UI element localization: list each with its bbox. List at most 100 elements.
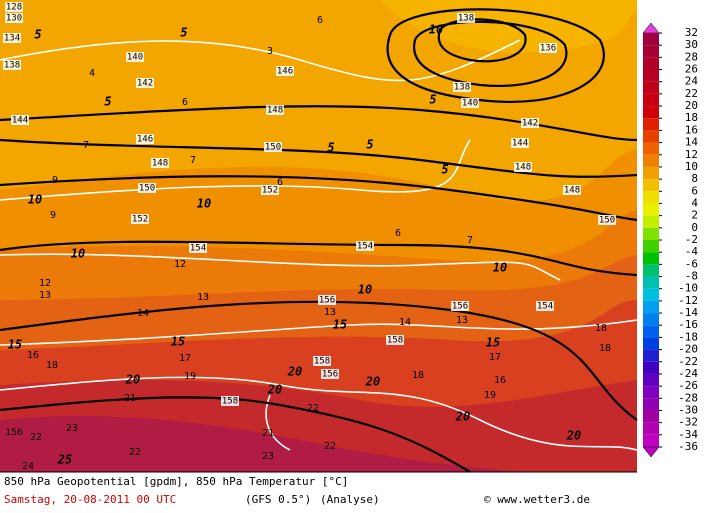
temperature-value: 17 [489,352,501,363]
isotherm-label: 10 [197,197,211,211]
colorbar-swatch [643,398,659,411]
colorbar-label: -8 [685,270,698,283]
colorbar-swatch [643,240,659,253]
colorbar-label: -36 [678,440,698,453]
isotherm-label: 10 [493,261,507,275]
colorbar-swatch [643,288,659,301]
temperature-value: 24 [22,461,34,472]
temperature-value: 18 [412,370,424,381]
temperature-value: 19 [184,371,196,382]
geopotential-label-box [131,214,149,224]
colorbar-bottom [642,446,660,458]
temperature-value: 9 [50,210,56,221]
colorbar-label: -18 [678,330,698,343]
geopotential-label: 152 [132,215,148,225]
geopotential-label-box [511,138,529,148]
geopotential-label: 152 [262,186,278,196]
geopotential-label: 140 [127,53,143,63]
map-background [0,0,637,472]
temperature-value: 16 [494,375,506,386]
colorbar-label: 8 [691,172,698,185]
geopotential-label: 130 [6,14,22,24]
colorbar-label: 18 [685,111,698,124]
geopotential-label: 146 [137,135,153,145]
geopotential-label-box [276,66,294,76]
temperature-value: 13 [456,315,468,326]
colorbar-swatch [643,313,659,326]
isotherm-label: 20 [267,383,282,397]
colorbar-swatch [643,227,659,240]
colorbar-swatch [643,276,659,289]
isotherm-label: 15 [171,335,185,349]
colorbar-swatch [643,154,659,167]
colorbar-swatch [643,191,659,204]
geopotential-label: 142 [137,79,153,89]
colorbar-swatch [643,422,659,435]
geopotential-label: 156 [319,296,335,306]
geopotential-label-box [536,301,554,311]
colorbar-top [642,22,660,34]
colorbar-label: 26 [685,63,698,76]
temperature-value: 7 [83,140,89,151]
colorbar-label: -24 [678,367,698,380]
colorbar-label: -22 [678,355,698,368]
geopotential-label-box [189,243,207,253]
geopotential-label-box [261,185,279,195]
geopotential-label: 156 [452,302,468,312]
geopotential-label: 136 [540,44,556,54]
isotherm-label: 10 [358,283,372,297]
isotherm-label: 20 [365,375,380,389]
colorbar-swatch [643,106,659,119]
geopotential-label: 148 [267,106,283,116]
isotherm-label: 20 [455,410,470,424]
geopotential-label-box [11,115,29,125]
temperature-value: 16 [27,350,39,361]
geopotential-label-box [126,52,144,62]
geopotential-label: 154 [357,242,373,252]
colorbar-label: -34 [678,428,698,441]
temperature-value: 18 [595,323,607,334]
colorbar-swatch [643,373,659,387]
geopotential-label-box [321,369,339,379]
geopotential-label-box [539,43,557,53]
isotherm-label: 15 [8,338,22,352]
temperature-value: 23 [66,423,78,434]
geopotential-label-box [5,13,23,23]
colorbar-label: -26 [678,379,698,392]
temperature-value: 6 [395,228,401,239]
footer-title: 850 hPa Geopotential [gpdm], 850 hPa Tem… [4,475,348,488]
temperature-value: 17 [179,353,191,364]
geopotential-lines [0,8,638,473]
colorbar-label: 32 [685,26,698,39]
temperature-value: 7 [190,155,196,166]
geopotential-label: 146 [277,67,293,77]
temperature-value: 19 [484,390,496,401]
temperature-value: 13 [197,292,209,303]
colorbar-swatch [643,142,659,155]
colorbar-label: 28 [685,50,698,63]
colorbar-swatch [643,264,659,277]
isotherm-label: 5 [34,28,41,42]
isotherm-label: 5 [429,93,436,107]
temperature-value: 21 [262,428,274,439]
temperature-value: 12 [39,278,51,289]
geopotential-label-box [461,98,479,108]
temperature-value: 13 [39,290,51,301]
geopotential-label-box [356,241,374,251]
colorbar-label: -2 [685,233,698,246]
geopotential-label-box [138,183,156,193]
temperature-value: 3 [267,46,273,57]
temperature-value: 22 [129,447,141,458]
geopotential-label: 138 [454,83,470,93]
isotherm-label: 10 [28,193,42,207]
isotherm-label: 10 [71,247,85,261]
colorbar-swatch [643,300,659,314]
geopotential-label-box [386,335,404,345]
geopotential-label-box [136,78,154,88]
colorbar-label: 0 [691,221,698,234]
temperature-value: 14 [137,308,149,319]
isotherm-label: 25 [57,453,72,467]
geopotential-label: 148 [515,163,531,173]
colorbar-label: 20 [685,99,698,112]
